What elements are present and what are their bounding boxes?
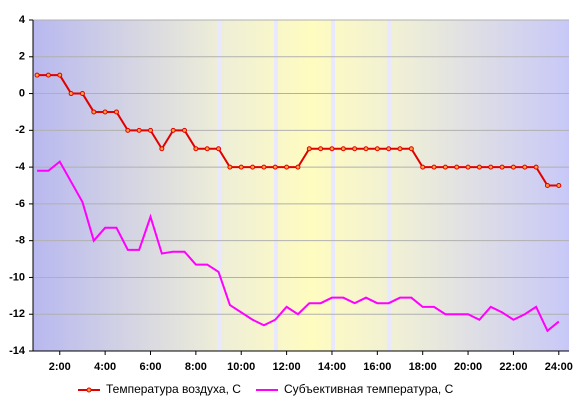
point: [182, 127, 188, 133]
point: [454, 164, 460, 170]
legend-marker: [86, 387, 92, 393]
y-tick-label: 4: [19, 14, 26, 26]
y-tick-label: -12: [9, 308, 25, 320]
point: [465, 164, 471, 170]
x-tick-label: 18:00: [409, 361, 437, 373]
point: [420, 164, 426, 170]
point: [79, 91, 85, 97]
point: [499, 164, 505, 170]
point: [544, 183, 550, 188]
point: [329, 146, 335, 152]
x-tick-label: 2:00: [49, 361, 71, 373]
point: [159, 146, 165, 152]
point: [57, 72, 63, 78]
y-tick-label: -14: [9, 345, 26, 357]
point: [193, 146, 199, 152]
point: [136, 127, 142, 133]
y-tick-label: -4: [15, 161, 26, 173]
point: [170, 127, 176, 133]
point: [113, 109, 119, 115]
point: [272, 164, 278, 170]
point: [34, 72, 40, 78]
point: [102, 109, 108, 115]
point: [522, 164, 528, 170]
point: [91, 109, 97, 115]
point: [431, 164, 437, 170]
point: [374, 146, 380, 152]
y-tick-label: -10: [9, 271, 25, 283]
y-tick-label: -8: [15, 235, 25, 247]
y-tick-label: -6: [15, 198, 25, 210]
point: [510, 164, 516, 170]
series-line: [37, 160, 560, 333]
point: [318, 146, 324, 152]
series-layer: [34, 72, 562, 333]
legend-label: Температура воздуха, С: [106, 382, 241, 396]
point: [408, 146, 414, 152]
legend-label: Субъективная температура, С: [284, 382, 454, 396]
point: [147, 127, 153, 133]
point: [216, 146, 222, 152]
point: [533, 164, 539, 170]
point: [125, 127, 131, 133]
point: [227, 164, 233, 170]
x-tick-label: 16:00: [363, 361, 391, 373]
legend: Температура воздуха, С Субъективная темпе…: [78, 382, 454, 396]
point: [363, 146, 369, 152]
x-tick-label: 6:00: [139, 361, 161, 373]
y-tick-label: 2: [19, 51, 25, 63]
point: [442, 164, 448, 170]
point: [295, 164, 301, 170]
point: [352, 146, 358, 152]
point: [261, 164, 267, 170]
x-tick-label: 20:00: [454, 361, 482, 373]
point: [556, 183, 562, 188]
point: [284, 164, 290, 170]
point: [386, 146, 392, 152]
x-tick-label: 12:00: [273, 361, 301, 373]
x-tick-label: 24:00: [545, 361, 573, 373]
y-tick-label: 0: [19, 87, 25, 99]
point: [68, 91, 74, 97]
daylight-bands: [217, 20, 391, 351]
point: [397, 146, 403, 152]
point: [238, 164, 244, 170]
x-tick-label: 8:00: [185, 361, 207, 373]
y-tick-label: -2: [15, 124, 25, 136]
plot-background: [33, 20, 569, 351]
point: [476, 164, 482, 170]
x-tick-label: 10:00: [227, 361, 255, 373]
point: [306, 146, 312, 152]
x-tick-label: 22:00: [499, 361, 527, 373]
point: [488, 164, 494, 170]
x-tick-label: 4:00: [94, 361, 116, 373]
point: [250, 164, 256, 170]
point: [45, 72, 51, 78]
point: [340, 146, 346, 152]
x-tick-label: 14:00: [318, 361, 346, 373]
point: [204, 146, 210, 152]
